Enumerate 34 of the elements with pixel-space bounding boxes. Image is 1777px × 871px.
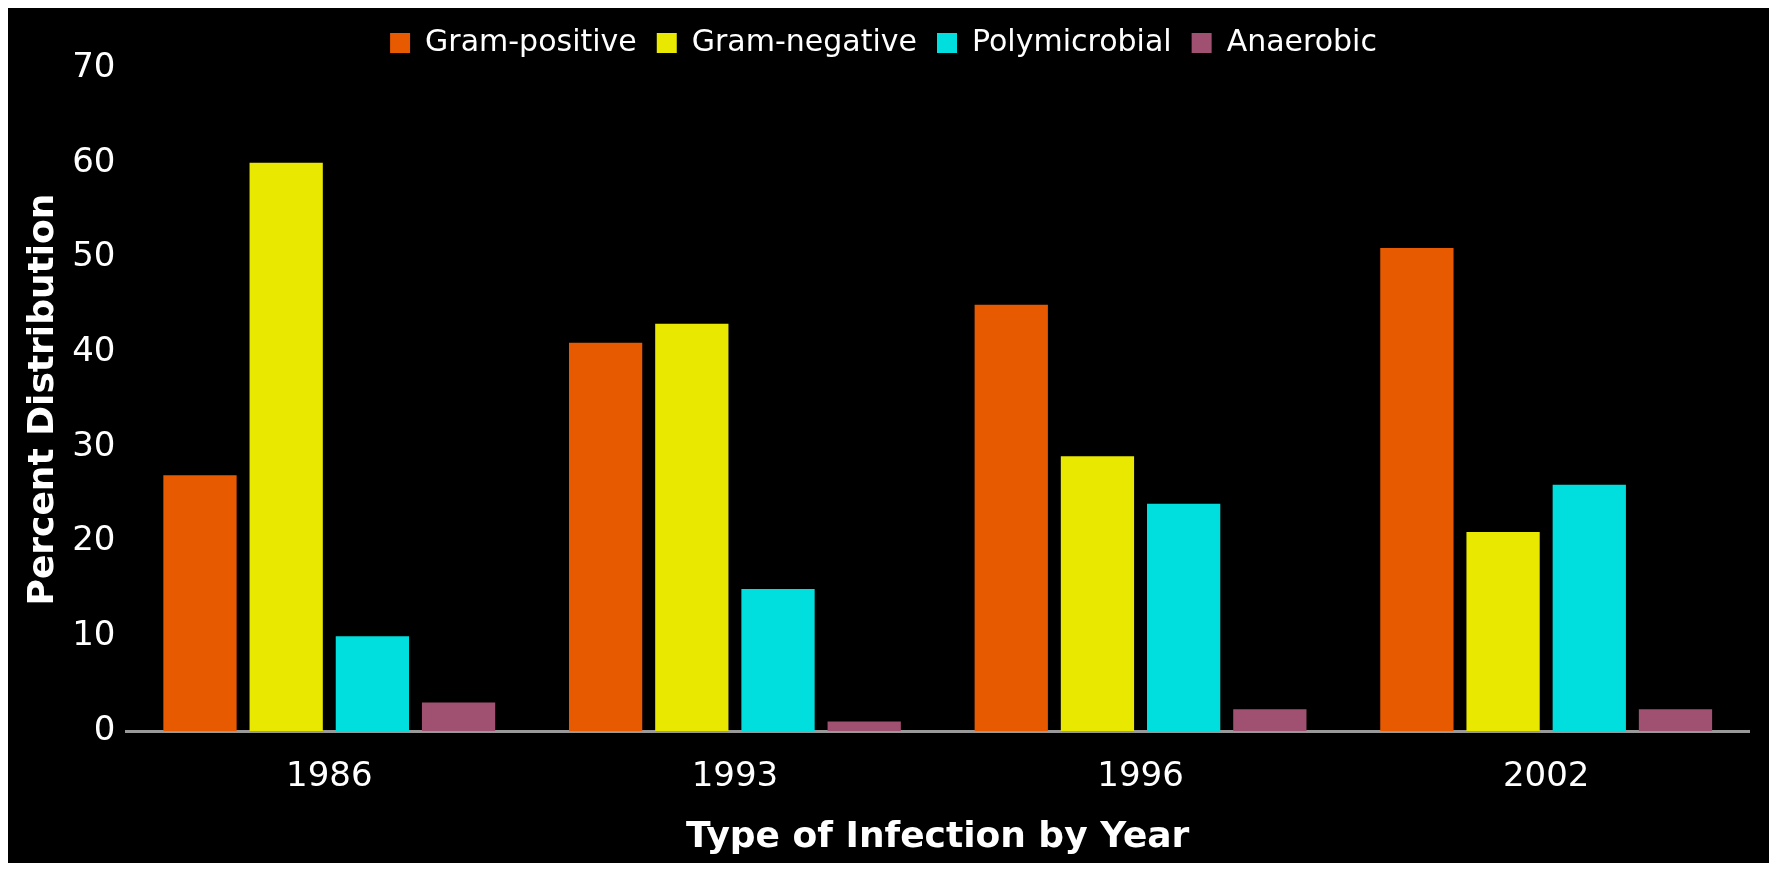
bar — [655, 323, 729, 731]
y-tick-label: 60 — [72, 139, 116, 180]
y-tick-label: 10 — [72, 613, 116, 654]
bar — [1466, 532, 1540, 731]
bar — [974, 304, 1048, 731]
legend-label: Polymicrobial — [971, 22, 1172, 58]
y-tick-label: 0 — [93, 707, 116, 748]
x-tick-label: 2002 — [1502, 754, 1590, 795]
y-tick-label: 70 — [72, 44, 116, 85]
legend-label: Gram-negative — [691, 22, 918, 58]
bar — [1380, 247, 1454, 731]
x-tick-label: 1986 — [286, 754, 373, 795]
bar — [827, 721, 901, 731]
x-tick-label: 1993 — [691, 754, 779, 795]
bar — [1552, 484, 1626, 731]
y-tick-label: 50 — [72, 234, 116, 275]
x-axis-title: Type of Infection by Year — [686, 813, 1190, 855]
bar — [1060, 456, 1135, 731]
y-axis-title: Percent Distribution — [19, 193, 61, 606]
bar — [1233, 709, 1307, 731]
bar — [568, 342, 643, 731]
y-tick-label: 40 — [72, 328, 116, 369]
bar — [421, 702, 496, 731]
bar — [163, 475, 237, 731]
bar — [249, 162, 323, 731]
bar — [1638, 709, 1713, 731]
legend-label: Gram-positive — [425, 22, 637, 58]
bar — [1147, 503, 1221, 731]
x-tick-label: 1996 — [1097, 754, 1184, 795]
legend-label: Anaerobic — [1226, 22, 1377, 58]
y-tick-label: 20 — [72, 518, 116, 559]
bar — [335, 636, 410, 731]
y-tick-label: 30 — [72, 423, 116, 464]
bar — [741, 588, 815, 731]
